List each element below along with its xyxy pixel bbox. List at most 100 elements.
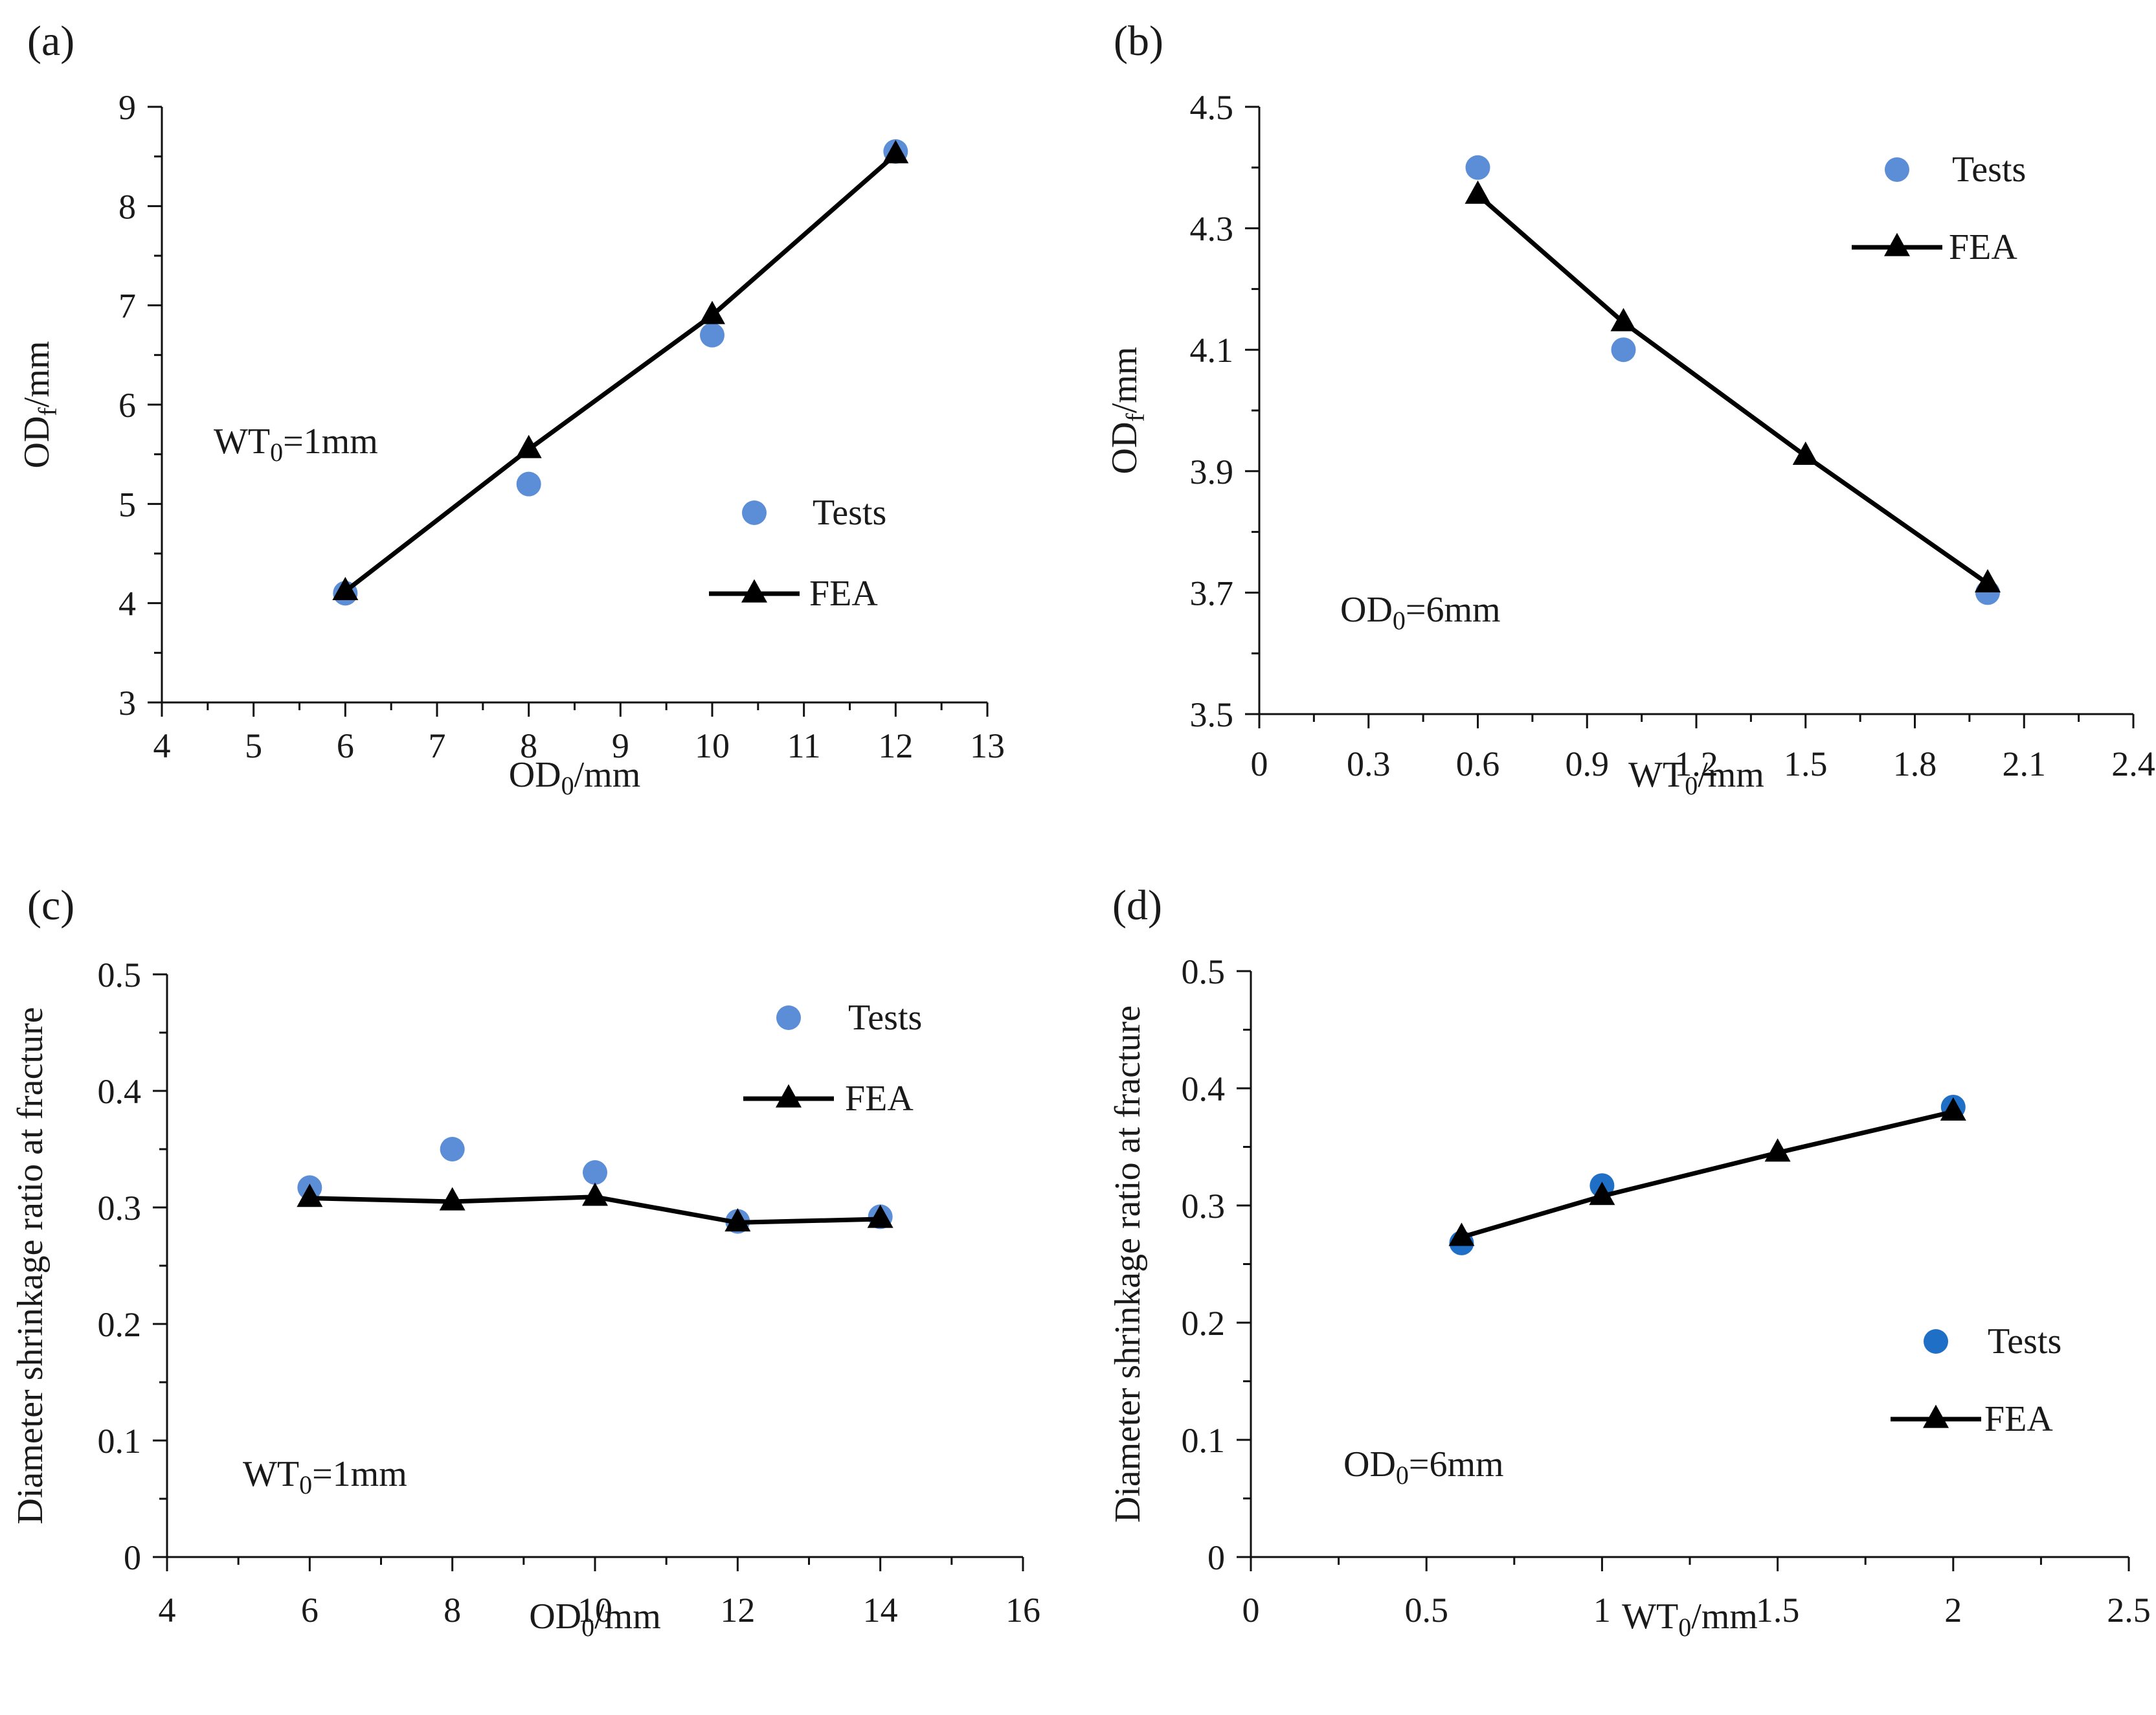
- fea-point: [1792, 442, 1819, 465]
- legend: Tests FEA: [1852, 150, 2026, 267]
- legend-tests-label: Tests: [848, 998, 922, 1038]
- y-tick-label: 0.3: [98, 1189, 142, 1227]
- tests-point: [516, 471, 541, 497]
- x-tick-label: 1.5: [1756, 1591, 1800, 1630]
- y-tick-label: 7: [118, 287, 136, 326]
- x-tick-label: 0.6: [1456, 745, 1500, 783]
- series-fea: [1448, 1097, 1966, 1246]
- x-tick-label: 2.5: [2107, 1591, 2151, 1630]
- y-tick-label: 5: [118, 485, 136, 524]
- legend-fea-marker: [776, 1084, 802, 1108]
- x-tick-label: 13: [970, 726, 1005, 765]
- legend-tests-label: Tests: [813, 493, 886, 533]
- legend-fea-marker: [1923, 1404, 1949, 1428]
- fea-point: [1448, 1222, 1475, 1246]
- x-tick-label: 12: [720, 1591, 755, 1630]
- y-tick-label: 0: [124, 1538, 141, 1577]
- x-tick-label: 0: [1251, 745, 1268, 783]
- y-tick-label: 0.5: [1182, 952, 1226, 991]
- x-tick-label: 9: [612, 726, 629, 765]
- panel-label: (d): [1112, 882, 1162, 929]
- legend-fea-label: FEA: [1949, 227, 2017, 267]
- legend-fea-marker: [1884, 232, 1910, 256]
- x-tick-label: 0.5: [1404, 1591, 1448, 1630]
- legend-tests-label: Tests: [1952, 150, 2026, 190]
- legend: Tests FEA: [1891, 1321, 2061, 1439]
- x-tick-label: 8: [444, 1591, 461, 1630]
- y-tick-label: 3.7: [1190, 574, 1234, 612]
- x-tick-label: 0.9: [1566, 745, 1610, 783]
- x-tick-label: 8: [520, 726, 537, 765]
- x-axis-label: WT0/mm: [1622, 1597, 1758, 1642]
- y-tick-label: 3: [118, 684, 136, 723]
- panel-label: (a): [27, 17, 74, 65]
- series-fea: [332, 140, 909, 600]
- chart-c: (c) 0 0.1 0.2 0.3 0.4 0.5 4 6 8 10 12 14 16 OD0/mm Diam…: [10, 882, 1040, 1642]
- series-tests: [1449, 1094, 1966, 1255]
- x-tick-label: 0.3: [1347, 745, 1391, 783]
- y-tick-label: 0.5: [98, 956, 142, 994]
- y-tick-label: 4.3: [1190, 210, 1234, 249]
- x-tick-label: 1.8: [1893, 745, 1937, 783]
- tests-point: [583, 1160, 607, 1185]
- y-tick-label: 4: [118, 585, 136, 623]
- legend-tests-marker: [742, 500, 767, 525]
- series-fea: [1465, 180, 2001, 593]
- tests-point: [1611, 337, 1636, 363]
- y-axis-label: ODf/mm: [17, 341, 62, 469]
- y-tick-label: 4.5: [1190, 88, 1234, 127]
- legend-tests-label: Tests: [1988, 1321, 2061, 1362]
- fea-point: [699, 300, 725, 324]
- legend-tests-marker: [776, 1005, 801, 1030]
- x-tick-label: 11: [787, 726, 821, 765]
- annotation: OD0=6mm: [1343, 1444, 1504, 1490]
- legend: Tests FEA: [709, 493, 886, 614]
- annotation: OD0=6mm: [1340, 590, 1501, 635]
- y-tick-label: 0.2: [1182, 1304, 1226, 1343]
- x-tick-label: 5: [245, 726, 262, 765]
- y-tick-label: 8: [118, 187, 136, 226]
- x-tick-label: 2.1: [2003, 745, 2047, 783]
- series-fea: [297, 1182, 893, 1232]
- fea-line: [1461, 1109, 1954, 1240]
- y-tick-label: 3.9: [1190, 453, 1234, 491]
- x-tick-label: 2.4: [2111, 745, 2155, 783]
- y-tick-label: 0.4: [1182, 1070, 1226, 1108]
- fea-point: [297, 1183, 323, 1207]
- x-tick-label: 6: [301, 1591, 319, 1630]
- fea-line: [1476, 193, 1990, 586]
- fea-point: [515, 434, 542, 458]
- fea-point: [1589, 1182, 1615, 1205]
- annotation: WT0=1mm: [243, 1454, 407, 1499]
- y-tick-label: 0.1: [98, 1422, 142, 1461]
- y-tick-label: 9: [118, 88, 136, 127]
- panel-label: (b): [1114, 17, 1163, 65]
- legend-fea-label: FEA: [1984, 1399, 2053, 1439]
- x-tick-label: 2: [1944, 1591, 1962, 1630]
- panel-label: (c): [27, 882, 74, 929]
- y-tick-label: 0.2: [98, 1305, 142, 1344]
- x-tick-label: 14: [863, 1591, 898, 1630]
- x-tick-label: 7: [429, 726, 446, 765]
- x-tick-label: 10: [695, 726, 730, 765]
- legend-tests-marker: [1885, 157, 1909, 182]
- legend-fea-label: FEA: [809, 574, 878, 614]
- y-tick-label: 0.4: [98, 1072, 142, 1111]
- y-tick-label: 4.1: [1190, 331, 1234, 370]
- x-tick-label: 0: [1242, 1591, 1260, 1630]
- fea-point: [1940, 1097, 1966, 1121]
- x-axis-label: OD0/mm: [529, 1597, 661, 1642]
- fea-point: [439, 1187, 466, 1211]
- fea-point: [724, 1208, 751, 1232]
- fea-point: [1764, 1138, 1791, 1162]
- x-tick-label: 1: [1593, 1591, 1611, 1630]
- x-axis-label: WT0/mm: [1628, 755, 1764, 800]
- legend-tests-marker: [1924, 1329, 1948, 1354]
- chart-d: (d) 0 0.1 0.2 0.3 0.4 0.5 0 0.5 1 1.5 2 2.5 WT0/mm Dia…: [1108, 882, 2151, 1642]
- y-axis-label: ODf/mm: [1105, 347, 1150, 475]
- y-tick-label: 0: [1207, 1538, 1225, 1577]
- x-tick-label: 4: [153, 726, 171, 765]
- fea-point: [582, 1182, 608, 1206]
- fea-point: [1975, 569, 2001, 593]
- fea-point: [1610, 308, 1637, 331]
